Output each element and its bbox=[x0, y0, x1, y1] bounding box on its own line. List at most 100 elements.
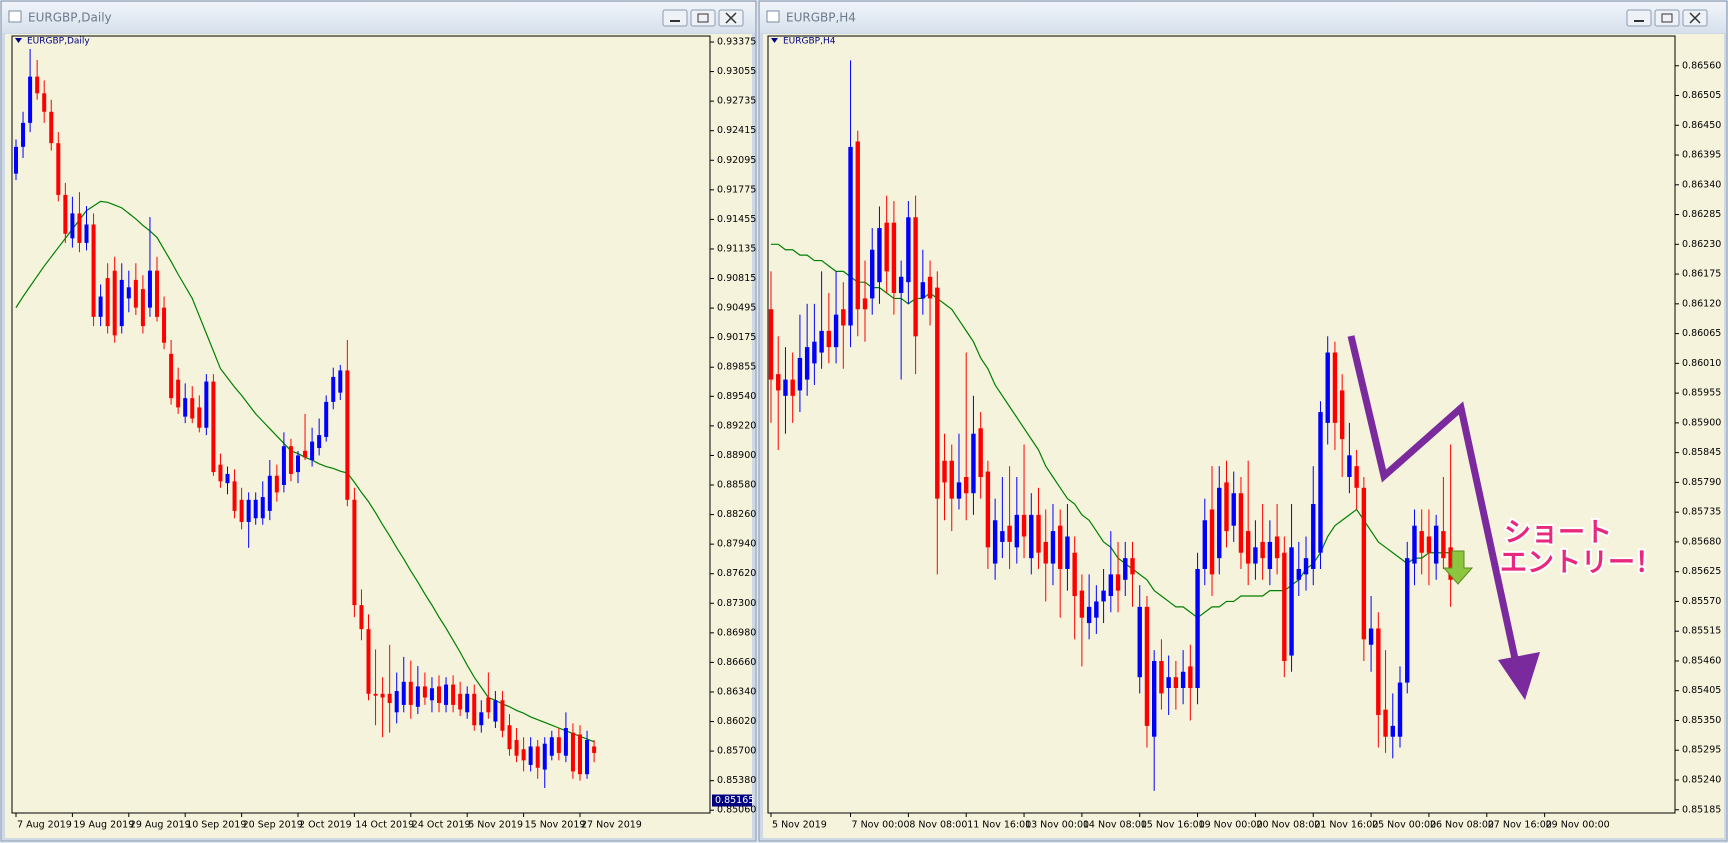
y-tick-label: 0.85700 bbox=[717, 746, 756, 757]
y-tick-label: 0.86340 bbox=[1682, 179, 1721, 190]
window-icon bbox=[766, 10, 780, 23]
candle-body bbox=[535, 746, 540, 768]
candle-body bbox=[1397, 682, 1403, 737]
candle-body bbox=[1274, 536, 1280, 559]
plot-frame bbox=[11, 35, 711, 814]
candle-body bbox=[14, 146, 18, 174]
y-tick-label: 0.86175 bbox=[1682, 269, 1721, 280]
candle-body bbox=[1282, 552, 1287, 661]
chart-background bbox=[5, 34, 752, 838]
candle-body bbox=[1289, 547, 1294, 656]
maximize-button[interactable] bbox=[690, 9, 716, 27]
candle-body bbox=[855, 141, 860, 310]
candle-body bbox=[1058, 525, 1063, 569]
x-tick-label: 19 Aug 2019 bbox=[73, 820, 134, 831]
x-tick-label: 13 Nov 00:00 bbox=[1025, 820, 1089, 831]
y-tick-label: 0.85680 bbox=[1682, 536, 1721, 547]
y-tick-label: 0.85460 bbox=[1682, 655, 1721, 666]
candle-body bbox=[956, 482, 962, 499]
menu-triangle bbox=[771, 38, 778, 43]
candle-body bbox=[373, 693, 378, 696]
candle-body bbox=[324, 401, 329, 437]
y-tick-label: 0.87300 bbox=[717, 598, 756, 609]
candle-body bbox=[1296, 568, 1301, 580]
candle-body bbox=[985, 471, 991, 548]
x-tick-label: 26 Nov 08:00 bbox=[1430, 820, 1494, 831]
candle-body bbox=[1332, 352, 1338, 423]
candle-body bbox=[1354, 466, 1359, 488]
candle-body bbox=[1361, 487, 1367, 640]
candle-body bbox=[992, 520, 998, 564]
candle-body bbox=[1347, 455, 1352, 477]
candle-body bbox=[804, 347, 810, 380]
candle-body bbox=[768, 309, 774, 380]
annotation: ショート bbox=[1504, 518, 1612, 549]
candle-body bbox=[140, 289, 145, 327]
candle-body bbox=[1094, 601, 1099, 618]
candle-body bbox=[1426, 536, 1432, 553]
candle-body bbox=[366, 629, 371, 694]
candle-body bbox=[841, 309, 846, 326]
minimize-button[interactable] bbox=[1626, 9, 1652, 27]
candle-body bbox=[359, 605, 364, 630]
y-tick-label: 0.85625 bbox=[1682, 566, 1721, 577]
candle-body bbox=[310, 441, 315, 461]
candle-body bbox=[1260, 541, 1265, 559]
x-tick-label: 10 Sep 2019 bbox=[186, 820, 246, 831]
minimize-button[interactable] bbox=[662, 9, 688, 27]
candle-body bbox=[1433, 525, 1439, 564]
candle-body bbox=[1311, 504, 1316, 569]
y-tick-label: 0.88260 bbox=[717, 509, 756, 520]
candle-body bbox=[91, 224, 96, 317]
candle-body bbox=[232, 481, 237, 511]
candle-body bbox=[479, 712, 484, 726]
y-tick-label: 0.85955 bbox=[1682, 388, 1721, 399]
candle-body bbox=[352, 499, 357, 606]
y-tick-label: 0.86010 bbox=[1682, 358, 1721, 369]
candle-body bbox=[267, 475, 272, 511]
y-tick-label: 0.86560 bbox=[1682, 60, 1721, 71]
candle-body bbox=[176, 379, 181, 408]
maximize-button[interactable] bbox=[1654, 9, 1680, 27]
y-tick-label: 0.86980 bbox=[717, 627, 756, 638]
y-tick-label: 0.87940 bbox=[717, 539, 756, 550]
candle-body bbox=[898, 276, 904, 294]
y-tick-label: 0.92735 bbox=[717, 96, 756, 107]
candle-body bbox=[935, 287, 940, 499]
candle-body bbox=[1021, 514, 1027, 537]
y-tick-label: 0.85845 bbox=[1682, 447, 1721, 458]
y-tick-label: 0.85570 bbox=[1682, 596, 1721, 607]
y-tick-label: 0.86065 bbox=[1682, 328, 1721, 339]
y-tick-label: 0.93375 bbox=[717, 37, 756, 48]
candle-body bbox=[1173, 677, 1179, 689]
x-tick-label: 20 Sep 2019 bbox=[243, 820, 303, 831]
candle-body bbox=[387, 693, 392, 704]
candle-body bbox=[465, 693, 470, 713]
candle-body bbox=[1086, 606, 1092, 624]
window-title: EURGBP,H4 bbox=[786, 11, 856, 25]
candle-body bbox=[183, 398, 188, 417]
y-tick-label: 0.91135 bbox=[717, 243, 756, 254]
candle-body bbox=[260, 497, 265, 519]
candle-body bbox=[28, 76, 33, 123]
x-tick-label: 7 Aug 2019 bbox=[17, 820, 72, 831]
candle-body bbox=[549, 737, 554, 756]
candle-body bbox=[105, 278, 110, 327]
candle-body bbox=[1339, 390, 1345, 440]
x-tick-label: 8 Nov 08:00 bbox=[909, 820, 967, 831]
candle-body bbox=[833, 314, 839, 348]
candle-body bbox=[49, 111, 54, 144]
x-tick-label: 29 Aug 2019 bbox=[130, 820, 191, 831]
x-tick-label: 14 Nov 08:00 bbox=[1083, 820, 1147, 831]
candle-body bbox=[870, 249, 875, 299]
candle-body bbox=[1123, 558, 1128, 580]
candle-body bbox=[1318, 412, 1323, 553]
candle-body bbox=[1144, 606, 1150, 726]
candle-body bbox=[296, 455, 300, 473]
y-tick-label: 0.85405 bbox=[1682, 685, 1721, 696]
candle-body bbox=[848, 146, 853, 326]
y-tick-label: 0.86230 bbox=[1682, 239, 1721, 250]
candle-body bbox=[514, 740, 519, 756]
candle-body bbox=[1014, 514, 1020, 548]
